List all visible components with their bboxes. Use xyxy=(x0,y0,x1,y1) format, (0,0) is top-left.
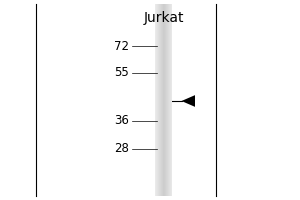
Bar xyxy=(163,4,164,196)
Bar xyxy=(165,4,166,196)
Bar xyxy=(155,4,156,196)
Bar xyxy=(160,4,161,196)
Bar xyxy=(167,4,168,196)
Bar xyxy=(162,4,163,196)
Bar xyxy=(168,4,169,196)
Bar xyxy=(156,4,157,196)
Bar xyxy=(169,4,170,196)
Bar xyxy=(155,4,156,196)
Bar xyxy=(170,4,171,196)
Bar xyxy=(160,4,161,196)
Bar xyxy=(157,4,158,196)
Bar xyxy=(162,4,163,196)
Bar xyxy=(171,4,172,196)
Bar xyxy=(164,4,165,196)
Bar xyxy=(155,95,172,102)
Bar xyxy=(161,4,162,196)
Bar xyxy=(161,4,162,196)
Text: 36: 36 xyxy=(114,114,129,128)
Bar xyxy=(157,4,158,196)
Bar xyxy=(163,4,164,196)
Bar xyxy=(171,4,172,196)
Bar xyxy=(159,4,160,196)
Text: 72: 72 xyxy=(114,40,129,52)
Bar xyxy=(158,4,159,196)
Bar xyxy=(157,4,158,196)
Polygon shape xyxy=(182,95,195,107)
Bar xyxy=(164,4,165,196)
Bar xyxy=(165,4,166,196)
Bar xyxy=(156,4,157,196)
Text: 28: 28 xyxy=(114,142,129,156)
Bar xyxy=(167,4,168,196)
Bar xyxy=(159,4,160,196)
Bar xyxy=(163,4,164,196)
Bar xyxy=(158,4,159,196)
Bar xyxy=(165,4,166,196)
Bar xyxy=(169,4,170,196)
Bar xyxy=(169,4,170,196)
Bar xyxy=(160,4,161,196)
Bar xyxy=(155,96,172,105)
Text: Jurkat: Jurkat xyxy=(143,11,184,25)
Bar xyxy=(170,4,171,196)
Text: 55: 55 xyxy=(114,66,129,79)
Bar xyxy=(166,4,167,196)
Bar xyxy=(170,4,171,196)
Bar xyxy=(168,4,169,196)
Bar xyxy=(164,4,165,196)
Bar xyxy=(159,4,160,196)
Bar xyxy=(155,98,172,104)
